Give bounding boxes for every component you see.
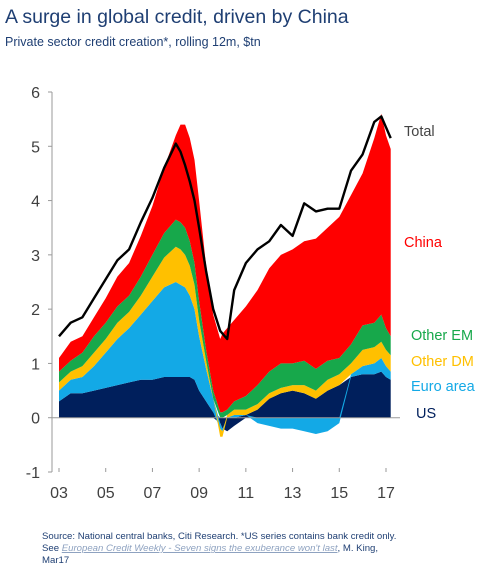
y-tick-label: 3 — [31, 248, 40, 265]
series-label-other-em: Other EM — [411, 328, 473, 344]
area-us — [59, 371, 391, 432]
x-tick-label: 03 — [50, 485, 68, 502]
source-line: Source: National central banks, Citi Res… — [42, 531, 397, 542]
see-prefix: See — [42, 543, 62, 555]
chart: -1 0 1 2 3 4 5 6 03 05 07 09 11 13 15 17 US Euro area Othe… — [26, 85, 476, 502]
x-tick-label: 17 — [377, 485, 395, 502]
y-tick-label: 2 — [31, 302, 40, 319]
series-label-other-dm: Other DM — [411, 354, 474, 370]
x-tick-label: 13 — [284, 485, 302, 502]
x-tick-label: 15 — [330, 485, 348, 502]
x-tick-label: 05 — [97, 485, 115, 502]
y-tick-label: 4 — [31, 194, 40, 211]
area-other-em — [59, 219, 391, 418]
y-tick-label: 1 — [31, 356, 40, 373]
x-tick-label: 07 — [144, 485, 162, 502]
x-tick-label: 09 — [190, 485, 208, 502]
area-china — [59, 113, 391, 413]
y-tick-label: 6 — [31, 85, 40, 102]
x-tick-label: 11 — [238, 485, 255, 502]
total-line — [58, 115, 392, 341]
series-label-china: China — [404, 235, 443, 251]
y-tick-label: 0 — [31, 411, 40, 428]
see-line: See European Credit Weekly - Seven signs… — [42, 543, 472, 555]
author-text: , M. King, — [337, 543, 379, 555]
area-other-dm — [59, 246, 391, 437]
chart-title: A surge in global credit, driven by Chin… — [5, 6, 349, 28]
series-label-total: Total — [404, 124, 435, 140]
y-tick-label: 5 — [31, 139, 40, 156]
source-note: Source: National central banks, Citi Res… — [42, 531, 472, 568]
date-line: Mar17 — [42, 555, 70, 567]
report-link[interactable]: European Credit Weekly - Seven signs the… — [61, 543, 338, 555]
chart-subtitle: Private sector credit creation*, rolling… — [5, 35, 261, 49]
y-tick-label: -1 — [26, 465, 40, 482]
series-label-us: US — [416, 406, 436, 422]
area-euro-area — [59, 282, 391, 434]
series-label-euro-area: Euro area — [411, 379, 476, 395]
